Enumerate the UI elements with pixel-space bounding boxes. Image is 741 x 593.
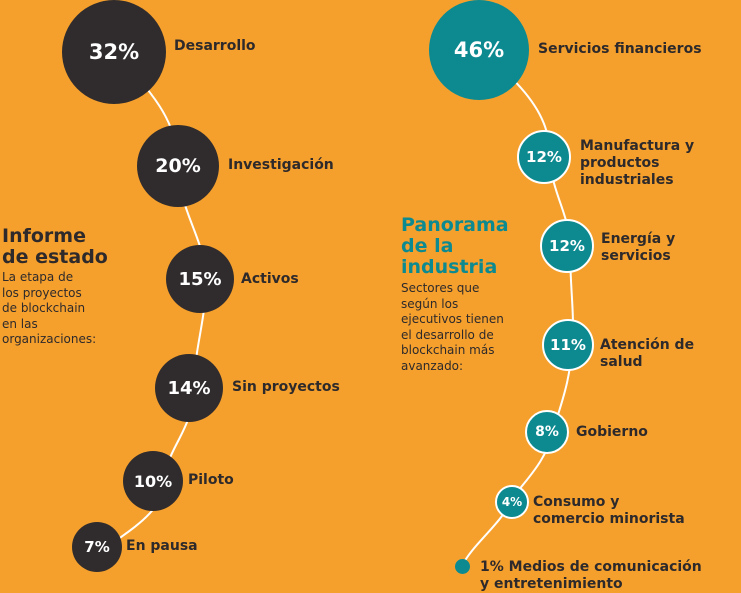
sector-label-manufactura: Manufactura y productos industriales: [580, 138, 695, 188]
sector-pct: 8%: [535, 424, 559, 440]
stage-label-activos: Activos: [241, 271, 299, 287]
right-desc-line: avanzado:: [401, 358, 464, 373]
sector-pct: 4%: [501, 495, 523, 509]
sector-pct: 46%: [453, 38, 505, 62]
stage-bubble-en-pausa: 7%: [72, 522, 122, 572]
stage-pct: 14%: [167, 377, 211, 399]
sector-pct: 12%: [549, 237, 585, 255]
right-desc-line: el desarrollo de: [401, 327, 494, 342]
stage-pct: 15%: [178, 268, 222, 290]
sector-pct: 12%: [526, 148, 562, 166]
sector-label-consumo: Consumo y comercio minorista: [533, 494, 685, 527]
left-heading: Informe de estado: [2, 226, 108, 268]
left-heading-line-2: de estado: [2, 246, 108, 268]
stage-bubble-activos: 15%: [166, 245, 234, 313]
sector-bubble-salud: 11%: [542, 319, 594, 371]
stage-label-sin-proyectos: Sin proyectos: [232, 379, 340, 395]
left-desc-line: La etapa de: [2, 270, 74, 284]
right-description: Sectores que según los ejecutivos tienen…: [401, 281, 504, 374]
stage-pct: 20%: [155, 155, 201, 177]
sector-bubble-gobierno: 8%: [525, 410, 569, 454]
right-desc-line: ejecutivos tienen: [401, 312, 504, 326]
sector-label-energia: Energía y servicios: [601, 231, 676, 264]
sector-label-salud: Atención de salud: [600, 337, 695, 370]
left-desc-line: los proyectos: [2, 285, 82, 300]
right-heading: Panorama de la industria: [401, 215, 509, 278]
stage-bubble-sin-proyectos: 14%: [155, 354, 223, 422]
sector-label-medios: 1% Medios de comunicación y entretenimie…: [480, 559, 702, 592]
right-heading-line-2: de la: [401, 235, 454, 257]
right-desc-line: Sectores que: [401, 281, 480, 295]
sector-bubble-servicios-financieros: 46%: [429, 0, 529, 100]
right-heading-line-3: industria: [401, 256, 498, 278]
left-desc-line: en las: [2, 316, 38, 331]
sector-label-servicios-financieros: Servicios financieros: [538, 41, 702, 57]
sector-label-gobierno: Gobierno: [576, 424, 648, 440]
sector-bubble-manufactura: 12%: [517, 130, 571, 184]
left-description: La etapa de los proyectos de blockchain …: [2, 270, 96, 348]
stage-bubble-investigacion: 20%: [137, 125, 219, 207]
sector-pct: 11%: [550, 336, 586, 354]
left-desc-line: de blockchain: [2, 301, 86, 315]
sector-bubble-energia: 12%: [540, 219, 594, 273]
stage-pct: 10%: [133, 471, 173, 491]
sector-bubble-consumo: 4%: [495, 485, 529, 519]
sector-bubble-medios: [455, 559, 470, 574]
stage-pct: 7%: [84, 538, 110, 556]
stage-label-desarrollo: Desarrollo: [174, 38, 256, 54]
right-desc-line: según los: [401, 296, 459, 311]
stage-label-investigacion: Investigación: [228, 157, 334, 173]
left-heading-line-1: Informe: [2, 225, 86, 247]
stage-pct: 32%: [88, 40, 140, 64]
stage-bubble-piloto: 10%: [123, 451, 183, 511]
left-desc-line: organizaciones:: [2, 332, 97, 346]
right-heading-line-1: Panorama: [401, 214, 509, 236]
stage-bubble-desarrollo: 32%: [62, 0, 166, 104]
right-desc-line: blockchain más: [401, 343, 495, 357]
stage-label-piloto: Piloto: [188, 472, 234, 488]
stage-label-en-pausa: En pausa: [126, 538, 198, 554]
